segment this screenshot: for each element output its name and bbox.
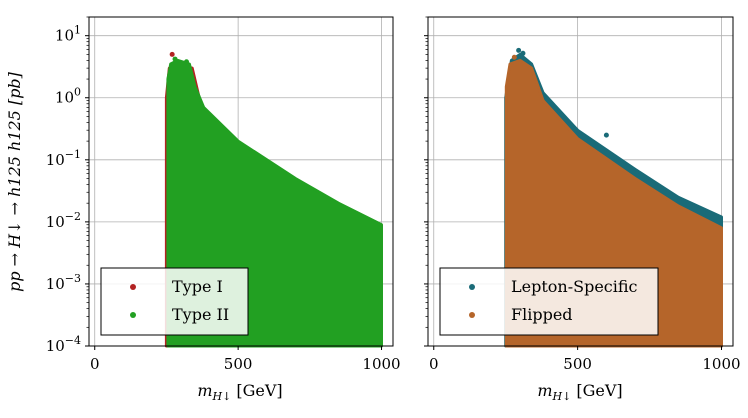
left-xtick-label-500: 500 (224, 355, 253, 373)
ytick-label-4: 10−3 (46, 272, 81, 293)
right-point-0-0 (516, 47, 522, 53)
legend-label-flipped: Flipped (511, 305, 573, 324)
left-legend-box (100, 267, 249, 336)
right-panel: 0 500 1000 Lepton-Specific Flipped mH↓ [Ge… (424, 16, 741, 403)
ytick-label-1: 100 (55, 86, 81, 107)
ytick-label-2: 10−1 (46, 148, 81, 169)
left-ticks: 0 500 1000 101 100 10−1 10−2 10−3 10−4 (46, 16, 401, 373)
left-axes-frame (88, 16, 394, 347)
right-axes-frame (427, 16, 734, 347)
y-axis-label: pp → H↓ → h125 h125 [pb] (5, 71, 24, 292)
left-x-axis-label: mH↓ [GeV] (197, 381, 282, 403)
left-legend: Type I Type II (100, 267, 249, 336)
left-panel: 0 500 1000 101 100 10−1 10−2 10−3 10−4 Type I Ty… (5, 16, 401, 403)
left-xtick-label-1000: 1000 (362, 355, 400, 373)
right-point-1-0 (511, 54, 517, 60)
ytick-label-3: 10−2 (46, 210, 81, 231)
legend-marker-type2 (130, 312, 136, 318)
legend-marker-flipped (469, 312, 475, 318)
legend-label-lepton: Lepton-Specific (511, 277, 638, 296)
right-point-0-2 (603, 132, 609, 138)
right-xtick-label-0: 0 (429, 355, 439, 373)
legend-label-type2: Type II (172, 305, 229, 324)
right-xtick-label-500: 500 (563, 355, 592, 373)
left-xtick-label-0: 0 (90, 355, 100, 373)
left-point-1-0 (172, 56, 178, 62)
right-legend-box (439, 267, 659, 336)
right-ticks: 0 500 1000 (424, 16, 741, 373)
right-xtick-label-1000: 1000 (702, 355, 740, 373)
legend-label-type1: Type I (172, 277, 223, 296)
ytick-label-0: 101 (55, 24, 81, 45)
right-point-0-1 (520, 50, 526, 56)
left-point-1-1 (184, 59, 190, 65)
left-point-0-0 (169, 51, 175, 57)
ytick-label-5: 10−4 (46, 334, 81, 355)
right-x-axis-label: mH↓ [GeV] (537, 381, 622, 403)
legend-marker-type1 (130, 284, 136, 290)
legend-marker-lepton (469, 284, 475, 290)
right-legend: Lepton-Specific Flipped (439, 267, 659, 336)
